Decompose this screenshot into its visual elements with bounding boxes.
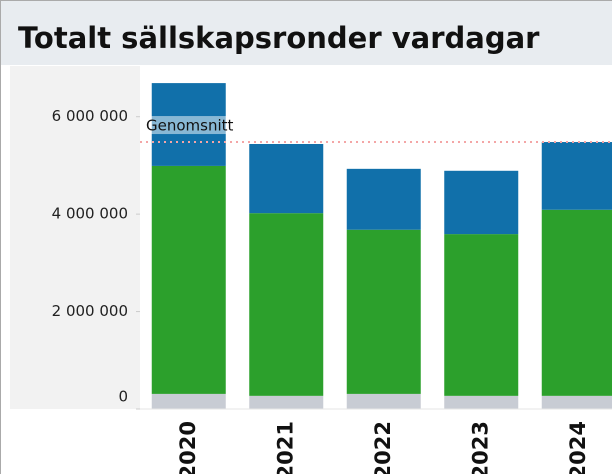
x-tick-label: 2020 <box>176 421 200 474</box>
chart-title: Totalt sällskapsronder vardagar <box>18 21 540 55</box>
y-tick-label: 0 <box>118 388 128 406</box>
x-tick-label: 2023 <box>468 421 492 474</box>
x-tick-label: 2021 <box>273 421 297 474</box>
bar-segment <box>444 170 519 235</box>
bar-segment <box>249 213 324 396</box>
x-tick-label: 2024 <box>566 421 590 474</box>
bar-segment <box>249 143 324 214</box>
reference-label-bg <box>144 116 226 135</box>
bar-segment <box>346 229 421 394</box>
bar-segment <box>346 393 421 409</box>
y-tick-label: 6 000 000 <box>52 107 128 125</box>
bar-segment <box>151 393 226 409</box>
bar-segment <box>444 234 519 396</box>
y-tick-label: 4 000 000 <box>52 205 128 223</box>
title-bar <box>1 1 612 65</box>
bar-segment <box>541 142 612 210</box>
bar-segment <box>541 395 612 409</box>
bar-segment <box>541 209 612 396</box>
bar-segment <box>444 395 519 409</box>
bar-segment <box>249 395 324 409</box>
axis-panel <box>10 66 140 409</box>
reference-label: Genomsnitt <box>146 117 234 135</box>
x-tick-label: 2022 <box>371 421 395 474</box>
bar-segment <box>346 168 421 230</box>
bar-segment <box>151 165 226 394</box>
y-tick-label: 2 000 000 <box>52 302 128 320</box>
